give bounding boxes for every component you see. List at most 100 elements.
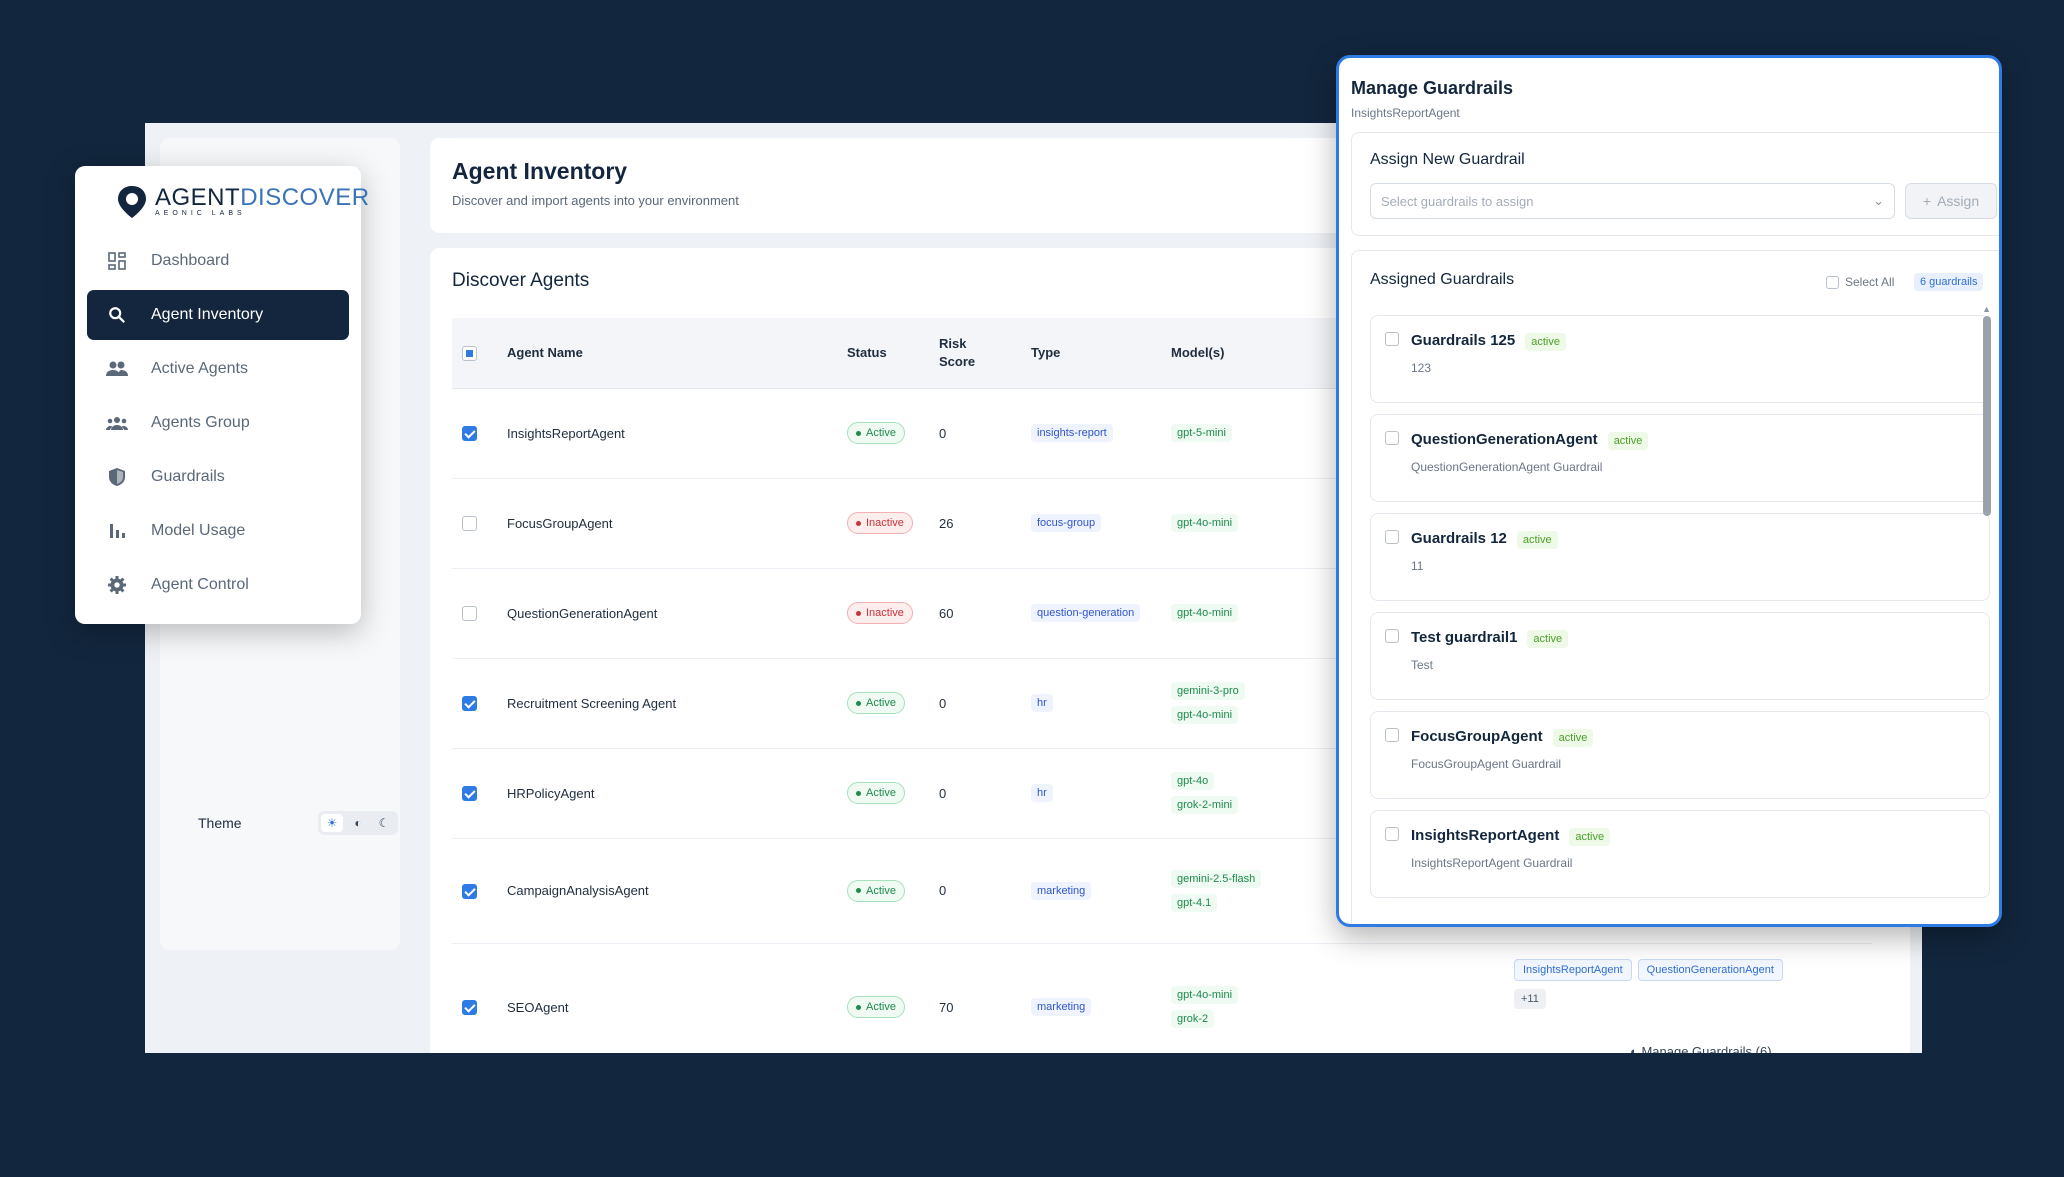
type-tag: question-generation — [1031, 604, 1141, 622]
guardrail-status-badge: active — [1569, 828, 1611, 846]
more-guardrails-tag[interactable]: +11 — [1514, 988, 1546, 1009]
guardrail-checkbox[interactable] — [1385, 332, 1399, 346]
chevron-down-icon: ⌄ — [1873, 193, 1884, 208]
agent-name: CampaignAnalysisAgent — [497, 838, 837, 944]
guardrail-description: QuestionGenerationAgent Guardrail — [1411, 460, 1603, 474]
model-tag: grok-2 — [1171, 1010, 1215, 1028]
agent-name: QuestionGenerationAgent — [497, 568, 837, 659]
risk-score: 26 — [929, 478, 1021, 569]
guardrail-item[interactable]: FocusGroupAgent active FocusGroupAgent Gua… — [1370, 711, 1990, 799]
sidebar-item-agents-group[interactable]: Agents Group — [87, 398, 349, 448]
contrast-icon[interactable]: ◐ — [354, 816, 362, 830]
row-checkbox[interactable] — [462, 696, 477, 712]
guardrail-checkbox[interactable] — [1385, 728, 1399, 742]
sidebar-item-active-agents[interactable]: Active Agents — [87, 344, 349, 394]
logo-word-discover: DISCOVER — [240, 184, 370, 211]
model-tag: gemini-3-pro — [1171, 682, 1245, 700]
model-tag: gpt-4o — [1171, 772, 1215, 790]
guardrail-tag[interactable]: QuestionGenerationAgent — [1637, 958, 1783, 981]
model-tag: grok-2-mini — [1171, 796, 1239, 814]
select-all-guardrails-checkbox[interactable] — [1826, 275, 1839, 289]
select-all[interactable]: Select All — [1826, 275, 1894, 289]
nav-list: Dashboard Agent Inventory Active Agents Age… — [87, 236, 349, 610]
theme-toggle[interactable]: ☀ ◐ ☾ — [318, 811, 398, 835]
row-checkbox[interactable] — [462, 883, 477, 899]
guardrail-description: 123 — [1411, 361, 1432, 375]
assign-button[interactable]: + Assign — [1905, 183, 1997, 219]
guardrail-name: FocusGroupAgent — [1411, 728, 1543, 745]
scroll-up-icon[interactable]: ▲ — [1982, 304, 1991, 314]
guardrail-name: Test guardrail1 — [1411, 629, 1518, 646]
guardrail-checkbox[interactable] — [1385, 431, 1399, 445]
risk-score: 0 — [929, 388, 1021, 479]
sun-icon[interactable]: ☀ — [321, 814, 343, 832]
sidebar-item-agent-inventory[interactable]: Agent Inventory — [87, 290, 349, 340]
moon-icon[interactable]: ☾ — [378, 816, 390, 830]
assigned-section: Assigned Guardrails Select All 6 guardra… — [1351, 250, 1999, 924]
modal-title: Manage Guardrails — [1351, 78, 1514, 98]
guardrail-item[interactable]: QuestionGenerationAgent active QuestionGen… — [1370, 414, 1990, 502]
guardrail-name: QuestionGenerationAgent — [1411, 431, 1598, 448]
row-checkbox[interactable] — [462, 516, 477, 532]
row-checkbox[interactable] — [462, 426, 477, 442]
guardrail-status-badge: active — [1552, 729, 1594, 747]
manage-guardrails-link[interactable]: ◐ Manage Guardrails (6) — [1630, 1044, 1772, 1053]
row-checkbox[interactable] — [462, 786, 477, 802]
header-risk-score: Risk Score — [929, 318, 1021, 389]
guardrail-item[interactable]: Test guardrail1 active Test — [1370, 612, 1990, 700]
guardrail-checkbox[interactable] — [1385, 629, 1399, 643]
row-checkbox[interactable] — [462, 606, 477, 622]
status-badge: Active — [847, 782, 905, 804]
type-tag: marketing — [1031, 998, 1092, 1016]
logo-pin-icon — [115, 184, 149, 220]
guardrail-name: Guardrails 12 — [1411, 530, 1507, 547]
status-badge: Active — [847, 692, 905, 714]
status-badge: Inactive — [847, 512, 913, 534]
table-row[interactable]: SEOAgent Active 70 marketing gpt-4o-mini grok… — [452, 943, 1872, 1053]
model-tag: gpt-4o-mini — [1171, 986, 1239, 1004]
agent-name: InsightsReportAgent — [497, 388, 837, 479]
sidebar-item-label: Dashboard — [151, 252, 230, 269]
guardrail-item[interactable]: InsightsReportAgent active InsightsReportA… — [1370, 810, 1990, 898]
search-icon — [105, 303, 129, 327]
guardrail-status-badge: active — [1525, 333, 1566, 351]
guardrail-item[interactable]: Guardrails 125 active 123 — [1370, 315, 1990, 403]
header-agent-name: Agent Name — [497, 318, 837, 389]
risk-score: 0 — [929, 658, 1021, 749]
model-tag: gpt-4o-mini — [1171, 514, 1239, 532]
sidebar-item-guardrails[interactable]: Guardrails — [87, 452, 349, 502]
risk-score: 0 — [929, 748, 1021, 839]
guardrail-tag[interactable]: InsightsReportAgent — [1514, 958, 1632, 981]
agent-name: HRPolicyAgent — [497, 748, 837, 839]
type-tag: hr — [1031, 784, 1053, 802]
model-tag: gpt-4.1 — [1171, 893, 1218, 912]
guardrail-status-badge: active — [1607, 432, 1649, 450]
guardrail-item[interactable]: Guardrails 12 active 11 — [1370, 513, 1990, 601]
manage-guardrails-modal: Manage Guardrails InsightsReportAgent As… — [1336, 55, 2002, 927]
status-badge: Active — [847, 422, 905, 444]
sidebar-item-model-usage[interactable]: Model Usage — [87, 506, 349, 556]
header-type: Type — [1021, 318, 1161, 389]
select-all-checkbox[interactable] — [462, 345, 477, 361]
agent-name: FocusGroupAgent — [497, 478, 837, 569]
logo-subtitle: AEONIC LABS — [155, 210, 246, 217]
sidebar-item-agent-control[interactable]: Agent Control — [87, 560, 349, 610]
sidebar-item-label: Agents Group — [151, 414, 250, 431]
guardrail-description: FocusGroupAgent Guardrail — [1411, 757, 1562, 771]
shield-icon — [105, 465, 129, 489]
group-icon — [105, 411, 129, 435]
sidebar-item-dashboard[interactable]: Dashboard — [87, 236, 349, 286]
row-guardrail-tags: InsightsReportAgent QuestionGenerationAge… — [1514, 958, 1834, 1009]
guardrail-checkbox[interactable] — [1385, 530, 1399, 544]
agent-name: SEOAgent — [497, 943, 837, 1053]
status-badge: Inactive — [847, 602, 913, 624]
theme-row: Theme ☀ ◐ ☾ — [198, 806, 398, 840]
guardrail-count-badge: 6 guardrails — [1914, 273, 1984, 291]
select-placeholder: Select guardrails to assign — [1381, 193, 1534, 209]
modal-scrollbar[interactable] — [1983, 316, 1991, 516]
sidebar-item-label: Active Agents — [151, 360, 248, 377]
guardrail-checkbox[interactable] — [1385, 827, 1399, 841]
row-checkbox[interactable] — [462, 1000, 477, 1016]
status-badge: Active — [847, 996, 905, 1018]
guardrail-select[interactable]: Select guardrails to assign ⌄ — [1370, 183, 1895, 219]
